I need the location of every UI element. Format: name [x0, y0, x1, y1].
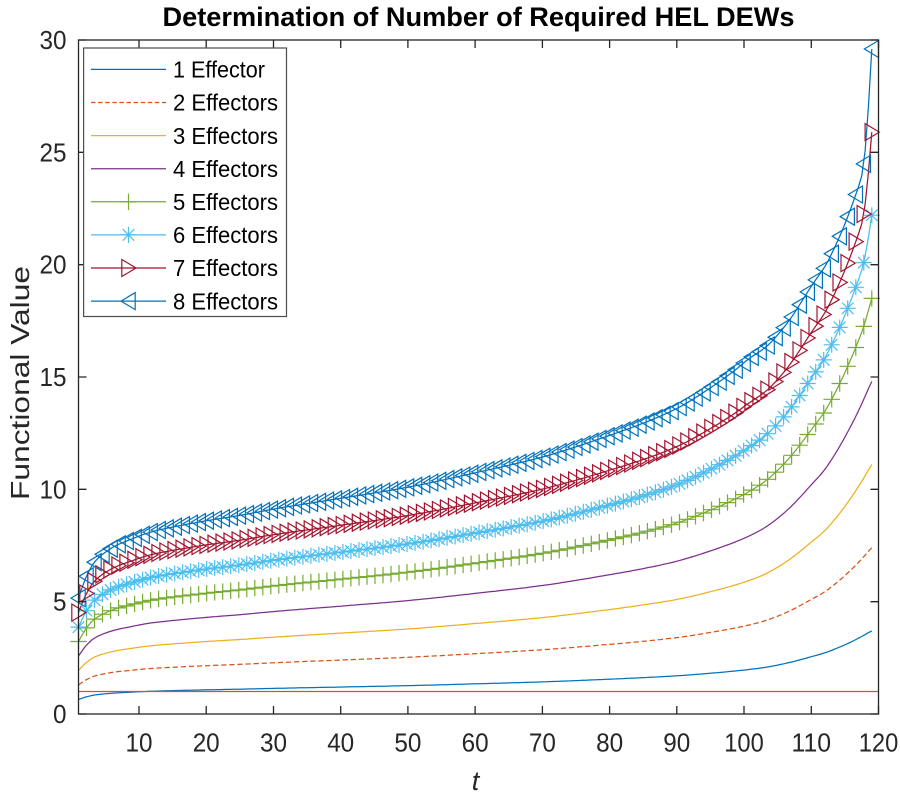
svg-text:2 Effectors: 2 Effectors	[173, 90, 278, 116]
svg-text:120: 120	[859, 728, 899, 758]
svg-text:8 Effectors: 8 Effectors	[173, 288, 278, 314]
svg-text:30: 30	[40, 25, 67, 55]
svg-text:110: 110	[792, 728, 832, 758]
svg-text:30: 30	[260, 728, 287, 758]
svg-text:70: 70	[529, 728, 556, 758]
svg-text:90: 90	[663, 728, 690, 758]
svg-text:100: 100	[724, 728, 764, 758]
svg-text:0: 0	[53, 699, 67, 729]
svg-text:3 Effectors: 3 Effectors	[173, 123, 278, 149]
svg-text:4 Effectors: 4 Effectors	[173, 156, 278, 182]
svg-text:Functional Value: Functional Value	[5, 266, 35, 500]
svg-text:5: 5	[53, 587, 67, 617]
svg-text:5 Effectors: 5 Effectors	[173, 189, 278, 215]
svg-text:20: 20	[40, 250, 67, 280]
svg-text:40: 40	[327, 728, 354, 758]
svg-text:10: 10	[40, 474, 67, 504]
svg-text:60: 60	[462, 728, 489, 758]
svg-text:15: 15	[40, 362, 67, 392]
svg-text:80: 80	[596, 728, 623, 758]
svg-text:1 Effector: 1 Effector	[173, 57, 265, 83]
svg-text:6 Effectors: 6 Effectors	[173, 222, 278, 248]
svg-text:25: 25	[40, 137, 67, 167]
svg-text:7 Effectors: 7 Effectors	[173, 255, 278, 281]
svg-text:10: 10	[126, 728, 153, 758]
svg-text:20: 20	[193, 728, 220, 758]
svg-text:Determination of Number of Req: Determination of Number of Required HEL …	[163, 2, 795, 32]
svg-text:t: t	[472, 766, 481, 796]
svg-text:50: 50	[394, 728, 421, 758]
